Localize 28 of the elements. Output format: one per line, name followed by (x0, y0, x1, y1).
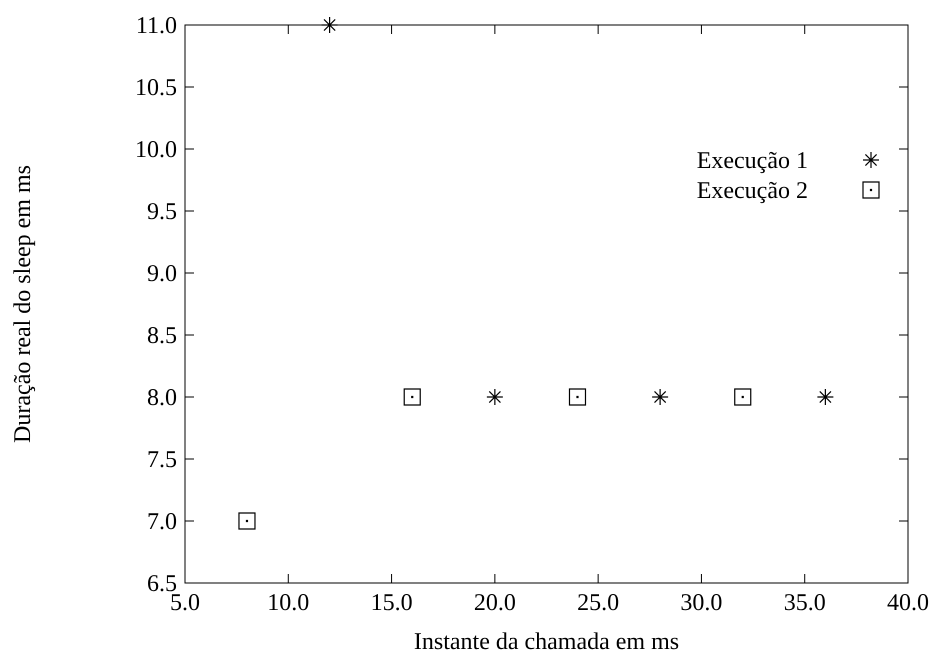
legend-label: Execução 1 (696, 148, 808, 174)
x-tick-label: 15.0 (370, 590, 413, 616)
y-tick-label: 8.5 (147, 323, 177, 349)
y-tick-label: 10.5 (135, 75, 177, 101)
y-axis-title: Duração real do sleep em ms (10, 165, 36, 443)
x-tick-label: 35.0 (784, 590, 826, 616)
y-tick-label: 9.0 (147, 261, 177, 287)
point (734, 388, 752, 406)
x-tick-label: 40.0 (887, 590, 929, 616)
y-tick-label: 11.0 (136, 13, 177, 39)
y-tick-label: 7.5 (147, 447, 177, 473)
x-tick-label: 25.0 (577, 590, 620, 616)
y-tick-label: 7.0 (147, 509, 177, 535)
x-tick-label: 10.0 (267, 590, 310, 616)
y-tick-label: 8.0 (147, 385, 177, 411)
point (568, 388, 586, 406)
x-tick-label: 20.0 (474, 590, 516, 616)
point (321, 16, 338, 34)
y-tick-label: 9.5 (147, 199, 177, 225)
legend-label: Execução 2 (696, 178, 808, 204)
point (486, 388, 504, 406)
point (404, 388, 421, 406)
point (816, 388, 834, 406)
point (652, 388, 669, 406)
x-tick-label: 30.0 (680, 590, 722, 616)
point (238, 512, 256, 530)
x-axis-title: Instante da chamada em ms (414, 629, 680, 655)
y-tick-label: 10.0 (135, 137, 177, 163)
